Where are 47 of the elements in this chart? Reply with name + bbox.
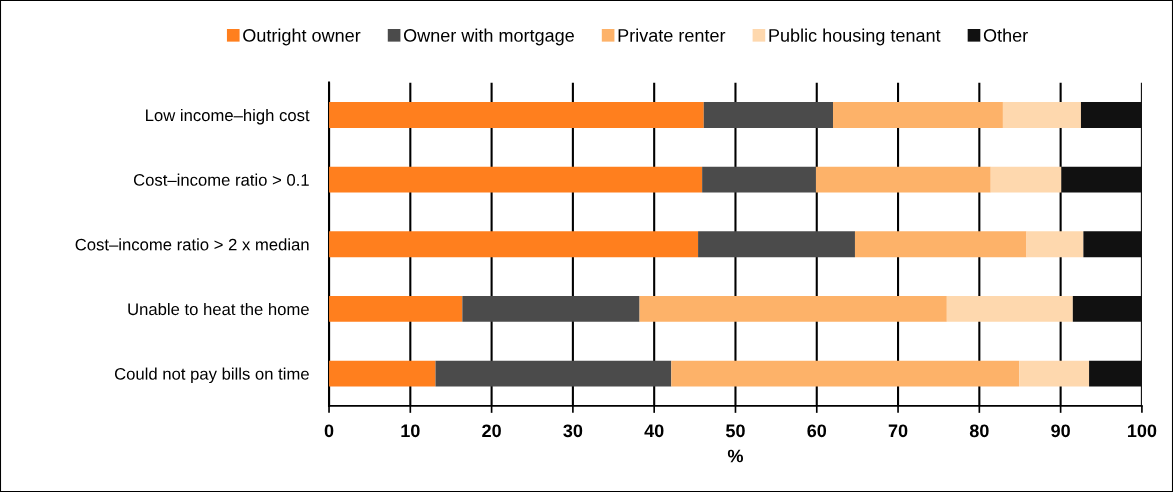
y-tick-label: Could not pay bills on time bbox=[114, 367, 309, 384]
bar bbox=[462, 296, 640, 322]
x-tick-label: 0 bbox=[324, 424, 334, 438]
x-tick-label: 50 bbox=[725, 424, 745, 438]
bar bbox=[435, 360, 672, 387]
legend-label: Other bbox=[983, 28, 1028, 42]
bar bbox=[990, 166, 1062, 193]
bar bbox=[854, 231, 1027, 258]
bar bbox=[329, 360, 436, 387]
bar bbox=[329, 296, 463, 322]
y-tick-label: Cost–income ratio > 2 x median bbox=[75, 238, 309, 251]
x-tick-label: 30 bbox=[563, 424, 583, 438]
bar bbox=[1072, 296, 1142, 322]
x-tick-label: 80 bbox=[969, 424, 989, 438]
legend-label: Private renter bbox=[618, 28, 726, 42]
bar bbox=[329, 102, 704, 128]
bar bbox=[815, 166, 991, 193]
legend-label: Outright owner bbox=[243, 28, 361, 46]
x-tick-label: 20 bbox=[482, 424, 501, 438]
bar bbox=[639, 296, 947, 322]
y-tick-label: Low income–high cost bbox=[146, 108, 310, 125]
bar bbox=[329, 166, 703, 193]
x-tick-label: 60 bbox=[807, 424, 827, 438]
bar bbox=[946, 296, 1073, 322]
bar bbox=[671, 360, 1020, 387]
x-tick-label: 100 bbox=[1127, 424, 1157, 438]
bar bbox=[1083, 231, 1142, 258]
bar bbox=[1026, 231, 1084, 258]
bar bbox=[1089, 360, 1142, 387]
bar bbox=[1002, 102, 1081, 128]
y-tick-label: Cost–income ratio > 0.1 bbox=[133, 173, 309, 186]
bar bbox=[703, 102, 834, 128]
bar bbox=[698, 231, 855, 258]
x-tick-label: 40 bbox=[644, 424, 664, 438]
bar bbox=[1019, 360, 1090, 387]
legend-label: Owner with mortgage bbox=[403, 28, 574, 46]
bar bbox=[329, 231, 699, 258]
x-axis-title: % bbox=[727, 449, 744, 463]
bar bbox=[1080, 102, 1142, 128]
legend-label: Public housing tenant bbox=[769, 28, 941, 46]
x-tick-label: 90 bbox=[1051, 424, 1070, 438]
x-tick-label: 70 bbox=[888, 424, 908, 438]
y-tick-label: Unable to heat the home bbox=[128, 302, 309, 316]
x-tick-label: 10 bbox=[401, 424, 420, 438]
bar bbox=[1061, 166, 1142, 193]
bar bbox=[702, 166, 816, 193]
bar bbox=[833, 102, 1003, 128]
